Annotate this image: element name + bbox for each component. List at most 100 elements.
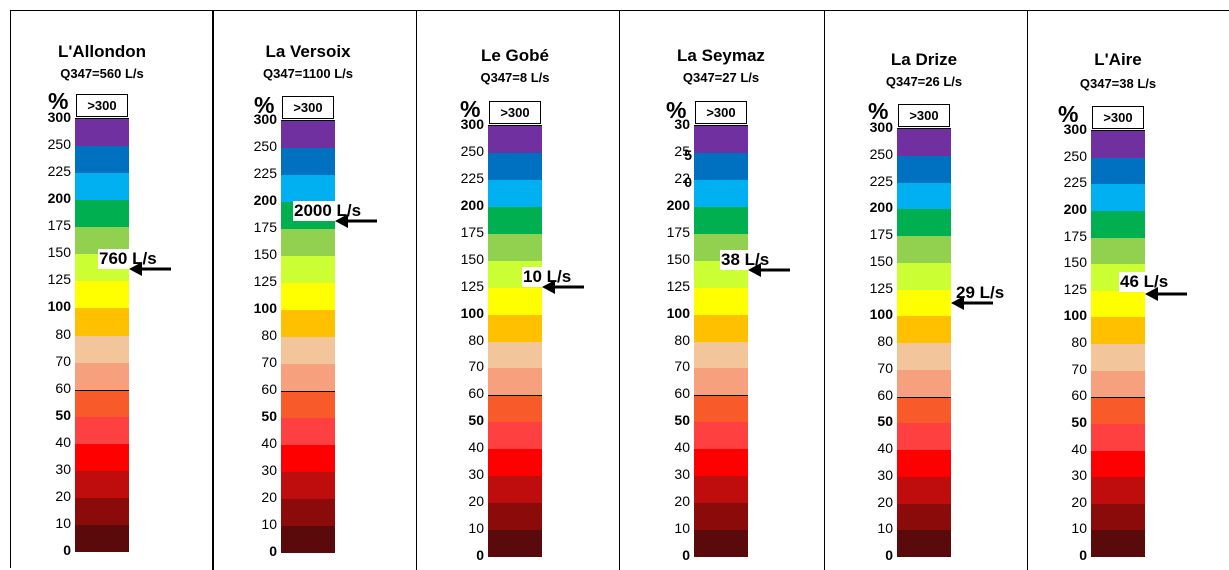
- scale-segment: [694, 421, 748, 450]
- scale-segment: [281, 282, 335, 310]
- scale-segment: [488, 475, 542, 504]
- scale-segment: [488, 340, 542, 369]
- river-name: L'Aire: [1094, 50, 1142, 69]
- scale-segment: [897, 529, 951, 557]
- river-name: La Seymaz: [677, 46, 765, 65]
- scale-segment: [281, 147, 335, 175]
- tick-label: 40: [1071, 440, 1087, 457]
- scale-segment: [897, 395, 951, 424]
- scale-segment: [281, 228, 335, 256]
- scale-segment: [488, 205, 542, 234]
- scale-segment: [694, 448, 748, 477]
- tick-label: 0: [682, 547, 690, 563]
- tick-label: 50: [877, 413, 893, 430]
- scale-segment: [897, 208, 951, 236]
- tick-label: 10: [468, 520, 484, 537]
- flow-arrow-icon: [542, 279, 584, 294]
- color-scale-bar: [694, 125, 748, 557]
- scale-segment: [75, 496, 129, 525]
- tick-label: 60: [55, 379, 71, 396]
- scale-segment: [694, 340, 748, 369]
- flow-arrow-icon: [335, 213, 377, 228]
- tick-label: 25: [674, 142, 690, 159]
- scale-segment: [281, 525, 335, 553]
- tick-label: 50: [261, 408, 277, 424]
- flow-arrow-icon: [129, 261, 171, 276]
- tick-label: 40: [674, 439, 690, 456]
- scale-segment: [281, 120, 335, 148]
- tick-label: 200: [666, 196, 690, 213]
- tick-label: 225: [869, 172, 893, 189]
- scale-segment: [897, 235, 951, 263]
- overlap-glyph: 0: [684, 173, 692, 190]
- tick-label: 40: [261, 435, 277, 451]
- tick-label: 200: [1063, 200, 1087, 217]
- tick-label: 20: [55, 487, 71, 504]
- tick-label: 125: [666, 277, 690, 294]
- scale-segment: [281, 255, 335, 283]
- flow-value-label: 29 L/s: [955, 282, 1006, 303]
- q347-label: Q347=27 L/s: [682, 70, 760, 85]
- tick-label: 0: [269, 543, 277, 559]
- above-300-box: >300: [489, 101, 541, 124]
- tick-label: 60: [261, 381, 277, 397]
- scale-segment: [694, 394, 748, 423]
- tick-label: 0: [476, 547, 484, 563]
- tick-label: 300: [869, 119, 893, 135]
- tick-label: 20: [877, 493, 893, 510]
- tick-label: 175: [460, 223, 484, 240]
- scale-segment: [897, 128, 951, 156]
- tick-label: 70: [55, 352, 71, 369]
- tick-label: 200: [47, 190, 71, 207]
- scale-segment: [694, 529, 748, 557]
- percent-unit-label: %: [868, 98, 889, 124]
- q347-label: Q347=1100 L/s: [263, 66, 353, 81]
- scale-segment: [694, 475, 748, 504]
- flow-arrow-icon: [748, 262, 790, 277]
- tick-label: 0: [885, 547, 893, 563]
- flow-value-label: 38 L/s: [720, 249, 771, 270]
- tick-label: 70: [468, 358, 484, 375]
- tick-label: 100: [869, 306, 893, 323]
- tick-label: 70: [877, 359, 893, 376]
- scale-segment: [1091, 236, 1145, 265]
- scale-segment: [75, 334, 129, 363]
- tick-label: 10: [55, 514, 71, 531]
- tick-label: 300: [47, 109, 71, 125]
- scale-segment: [75, 118, 129, 147]
- tick-label: 125: [1063, 280, 1087, 297]
- tick-label: 40: [55, 433, 71, 450]
- tick-label: 175: [666, 223, 690, 240]
- tick-label: 250: [460, 142, 484, 159]
- tick-label: 225: [47, 163, 71, 180]
- scale-segment: [1091, 422, 1145, 451]
- scale-segment: [1091, 369, 1145, 398]
- scale-segment: [75, 280, 129, 309]
- tick-label: 70: [261, 354, 277, 370]
- scale-segment: [281, 363, 335, 391]
- scale-segment: [897, 475, 951, 504]
- q347-label: Q347=560 L/s: [60, 66, 144, 81]
- tick-label: 100: [253, 300, 277, 316]
- tick-label: 50: [468, 412, 484, 429]
- panel-separator: [824, 10, 825, 570]
- scale-segment: [281, 444, 335, 472]
- scale-segment: [897, 288, 951, 317]
- scale-segment: [694, 286, 748, 315]
- q347-label: Q347=26 L/s: [885, 74, 963, 89]
- tick-label: 150: [47, 244, 71, 261]
- tick-label: 10: [877, 520, 893, 537]
- percent-unit-label: %: [460, 96, 481, 122]
- color-scale-bar: [488, 125, 542, 557]
- tick-label: 300: [253, 111, 277, 127]
- river-name: L'Allondon: [57, 42, 147, 61]
- tick-label: 150: [253, 246, 277, 262]
- above-300-box: >300: [1092, 106, 1144, 129]
- scale-segment: [897, 502, 951, 531]
- flow-value-label: 10 L/s: [522, 266, 573, 287]
- scale-segment: [75, 523, 129, 552]
- tick-label: 200: [869, 199, 893, 216]
- scale-segment: [488, 178, 542, 207]
- tick-label: 20: [261, 489, 277, 505]
- above-300-box: >300: [695, 101, 747, 124]
